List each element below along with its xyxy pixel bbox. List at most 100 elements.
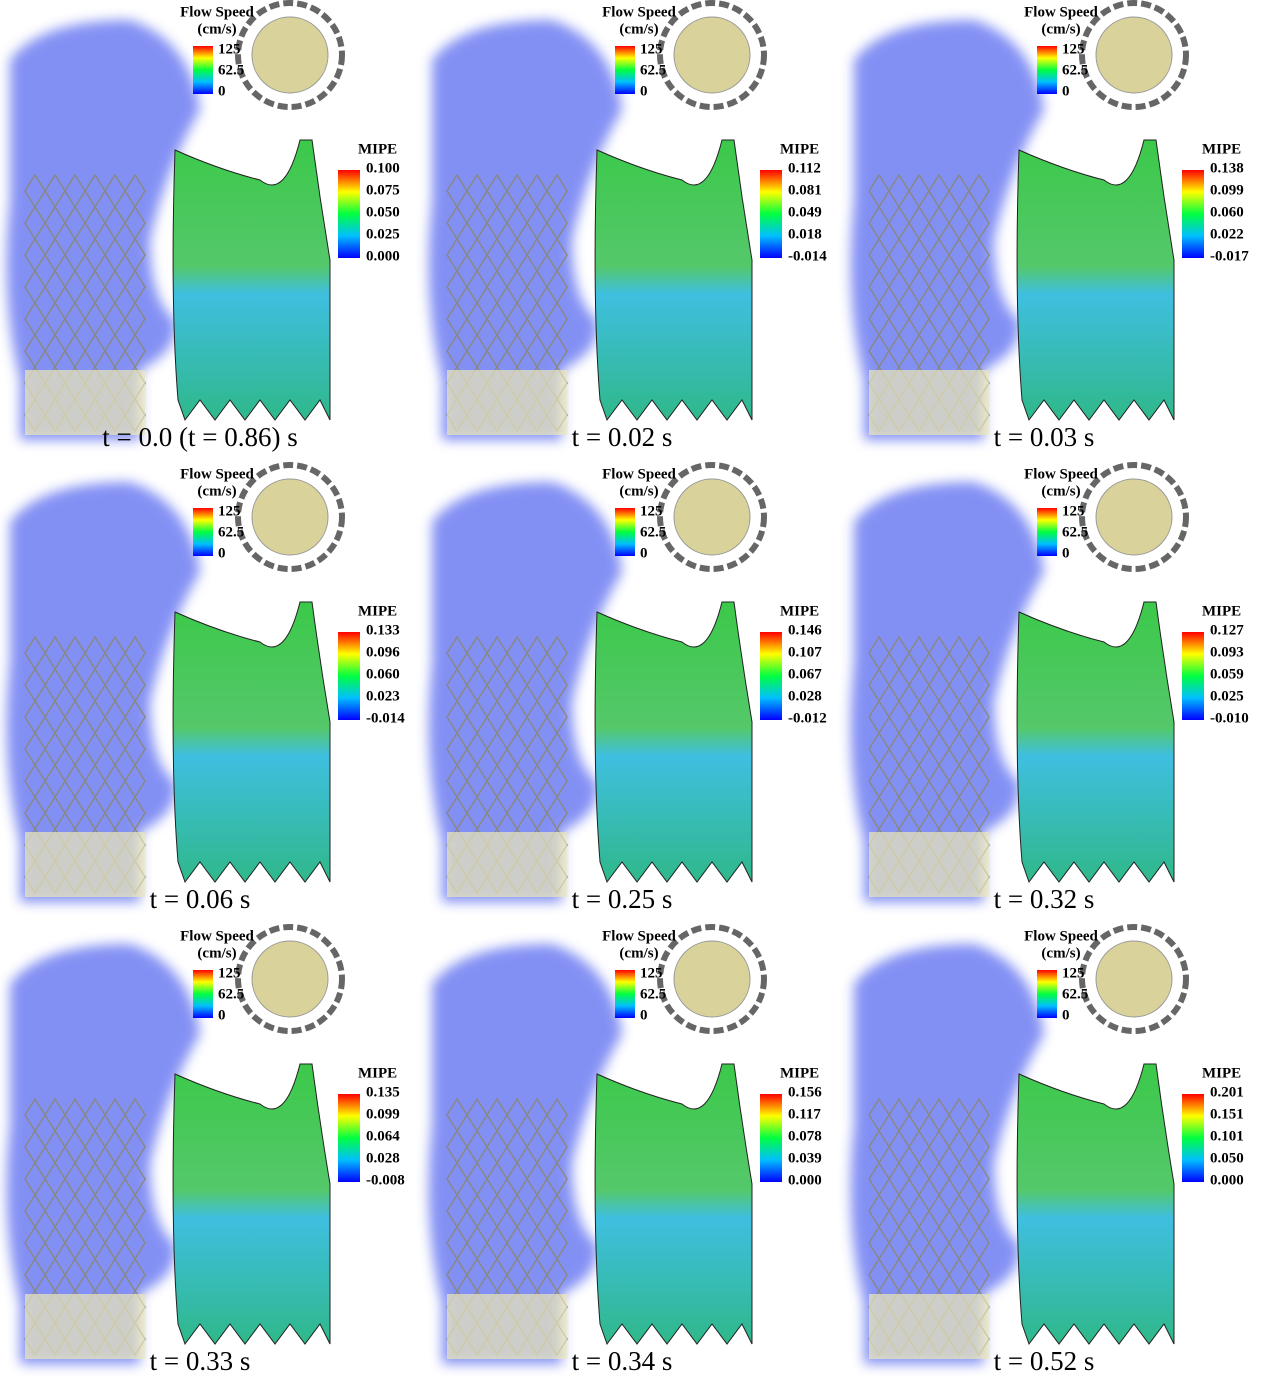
flow-legend-title: Flow Speed <box>1024 928 1098 944</box>
mipe-tick-label: 0.049 <box>788 204 822 220</box>
mipe-tick-label: 0.025 <box>366 226 400 242</box>
flow-tick-label: 0 <box>1062 545 1070 561</box>
flow-legend-unit: (cm/s) <box>619 483 658 499</box>
valve-leaflets <box>1096 17 1172 93</box>
flow-tick-label: 62.5 <box>640 62 666 78</box>
valve-leaflets <box>252 17 328 93</box>
mipe-tick-label: -0.008 <box>366 1172 405 1188</box>
mipe-tick-label: 0.039 <box>788 1150 822 1166</box>
flow-tick-label: 0 <box>218 83 226 99</box>
mipe-tick-label: 0.201 <box>1210 1084 1244 1100</box>
mipe-legend-title: MIPE <box>1202 141 1241 157</box>
leaflet-surface <box>1017 140 1174 420</box>
valve-leaflets <box>1096 479 1172 555</box>
mipe-legend-title: MIPE <box>358 141 397 157</box>
flow-tick-label: 62.5 <box>1062 986 1088 1002</box>
flow-tick-label: 125 <box>640 965 663 981</box>
figure: Flow Speed(cm/s)12562.50MIPE0.1000.0750.… <box>0 0 1266 1379</box>
time-caption: t = 0.52 s <box>994 1346 1095 1376</box>
stent-skirt <box>447 370 567 435</box>
mipe-tick-label: 0.133 <box>366 622 400 638</box>
mipe-legend-title: MIPE <box>780 603 819 619</box>
flow-tick-label: 125 <box>640 503 663 519</box>
flow-colorbar <box>193 46 213 94</box>
valve-leaflets <box>674 479 750 555</box>
mipe-tick-label: 0.151 <box>1210 1106 1244 1122</box>
panel: Flow Speed(cm/s)12562.50MIPE0.1000.0750.… <box>7 3 400 452</box>
leaflet-surface <box>173 602 330 882</box>
flow-tick-label: 125 <box>1062 503 1085 519</box>
flow-legend-unit: (cm/s) <box>1041 483 1080 499</box>
mipe-tick-label: 0.000 <box>1210 1172 1244 1188</box>
flow-colorbar <box>615 508 635 556</box>
panel: Flow Speed(cm/s)12562.50MIPE0.1270.0930.… <box>851 465 1249 914</box>
flow-colorbar <box>193 970 213 1018</box>
mipe-tick-label: 0.000 <box>788 1172 822 1188</box>
flow-legend-title: Flow Speed <box>602 928 676 944</box>
mipe-colorbar <box>1182 1094 1204 1182</box>
mipe-legend-title: MIPE <box>780 141 819 157</box>
valve-leaflets <box>674 941 750 1017</box>
mipe-tick-label: 0.138 <box>1210 160 1244 176</box>
flow-legend-unit: (cm/s) <box>197 483 236 499</box>
flow-legend-unit: (cm/s) <box>197 945 236 961</box>
mipe-tick-label: 0.000 <box>366 248 400 264</box>
mipe-legend-title: MIPE <box>780 1065 819 1081</box>
mipe-tick-label: 0.135 <box>366 1084 400 1100</box>
mipe-colorbar <box>338 632 360 720</box>
mipe-tick-label: 0.018 <box>788 226 822 242</box>
mipe-colorbar <box>760 1094 782 1182</box>
valve-leaflets <box>252 941 328 1017</box>
mipe-tick-label: 0.078 <box>788 1128 822 1144</box>
mipe-legend-title: MIPE <box>1202 603 1241 619</box>
mipe-tick-label: 0.075 <box>366 182 400 198</box>
mipe-tick-label: 0.093 <box>1210 644 1244 660</box>
flow-tick-label: 125 <box>1062 965 1085 981</box>
mipe-tick-label: 0.050 <box>1210 1150 1244 1166</box>
time-caption: t = 0.06 s <box>150 884 251 914</box>
mipe-tick-label: 0.101 <box>1210 1128 1244 1144</box>
flow-colorbar <box>1037 46 1057 94</box>
stent-skirt <box>25 832 145 897</box>
flow-tick-label: 0 <box>640 545 648 561</box>
flow-legend-title: Flow Speed <box>180 4 254 20</box>
flow-tick-label: 0 <box>640 83 648 99</box>
time-caption: t = 0.32 s <box>994 884 1095 914</box>
mipe-tick-label: 0.022 <box>1210 226 1244 242</box>
flow-tick-label: 62.5 <box>1062 524 1088 540</box>
mipe-tick-label: 0.025 <box>1210 688 1244 704</box>
mipe-tick-label: 0.156 <box>788 1084 822 1100</box>
flow-colorbar <box>1037 508 1057 556</box>
mipe-colorbar <box>1182 170 1204 258</box>
panel: Flow Speed(cm/s)12562.50MIPE0.1460.1070.… <box>429 465 827 914</box>
mipe-tick-label: 0.112 <box>788 160 821 176</box>
flow-tick-label: 0 <box>1062 83 1070 99</box>
mipe-tick-label: 0.127 <box>1210 622 1244 638</box>
mipe-colorbar <box>760 632 782 720</box>
stent-skirt <box>869 370 989 435</box>
mipe-tick-label: 0.067 <box>788 666 822 682</box>
mipe-tick-label: 0.100 <box>366 160 400 176</box>
flow-tick-label: 62.5 <box>640 524 666 540</box>
valve-leaflets <box>252 479 328 555</box>
mipe-tick-label: -0.010 <box>1210 710 1249 726</box>
flow-tick-label: 62.5 <box>218 62 244 78</box>
mipe-legend-title: MIPE <box>358 603 397 619</box>
flow-legend-title: Flow Speed <box>180 928 254 944</box>
leaflet-surface <box>595 1064 752 1344</box>
flow-tick-label: 125 <box>218 41 241 57</box>
leaflet-surface <box>595 140 752 420</box>
stent-skirt <box>447 1294 567 1359</box>
flow-tick-label: 125 <box>640 41 663 57</box>
stent-skirt <box>25 1294 145 1359</box>
stent-skirt <box>869 1294 989 1359</box>
flow-tick-label: 62.5 <box>1062 62 1088 78</box>
mipe-tick-label: 0.064 <box>366 1128 400 1144</box>
stent-skirt <box>869 832 989 897</box>
mipe-legend-title: MIPE <box>358 1065 397 1081</box>
panel: Flow Speed(cm/s)12562.50MIPE0.1560.1170.… <box>429 927 823 1376</box>
flow-legend-title: Flow Speed <box>180 466 254 482</box>
time-caption: t = 0.0 (t = 0.86) s <box>102 422 297 452</box>
panel: Flow Speed(cm/s)12562.50MIPE0.1330.0960.… <box>7 465 406 914</box>
flow-legend-unit: (cm/s) <box>1041 21 1080 37</box>
